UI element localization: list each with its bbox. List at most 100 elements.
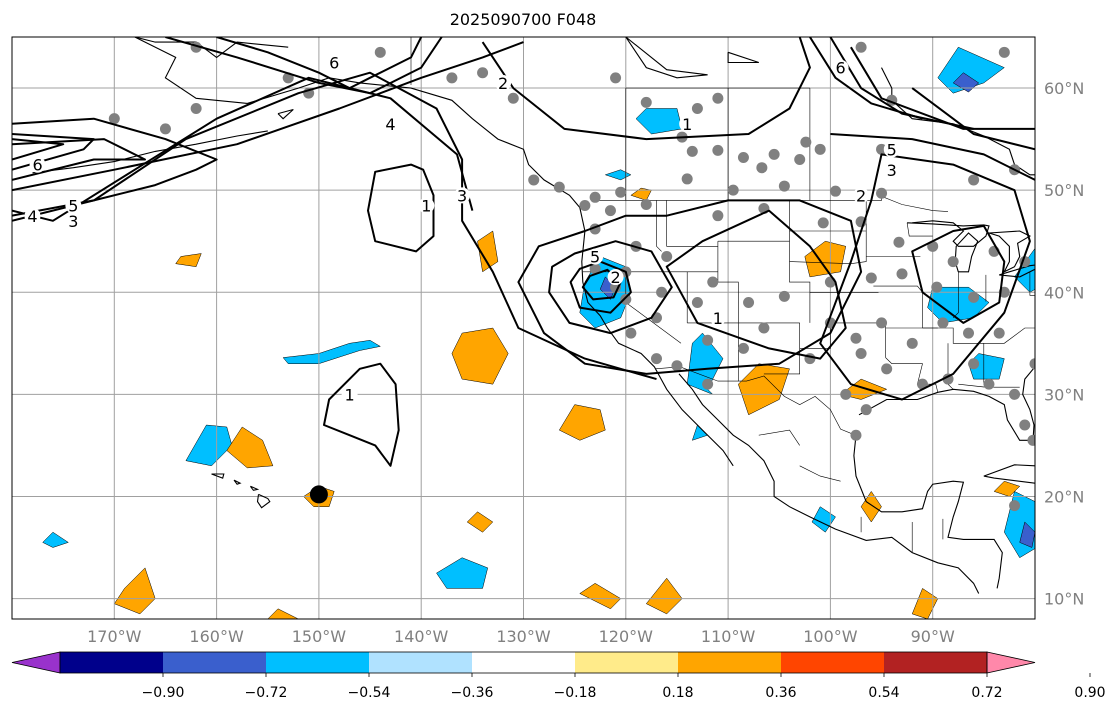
coastline-11 [32,130,268,174]
colorbar-tick-label: 0.72 [971,685,1002,701]
contour-label: 4 [27,207,37,226]
anomaly-region-28 [860,490,882,523]
contour-4-low [569,260,632,314]
station-dot [968,358,980,370]
contour-7-gulf [165,37,443,95]
station-dot [1019,419,1031,431]
contour-4-lakes [911,224,1006,324]
coastline-9 [134,37,289,59]
contour-label-bg [24,207,41,224]
lat-label: 10°N [1044,590,1084,609]
coastline-10 [277,108,294,120]
colorbar-swatch [60,652,164,673]
anomaly-region-30 [42,531,69,548]
station-dot [671,360,683,372]
colorbar-swatch [575,652,679,673]
coastline-15 [907,220,990,247]
contour-label-bg [495,75,512,92]
lat-label: 50°N [1044,181,1084,200]
border-24 [873,285,923,293]
colorbar-swatch [678,652,782,673]
contour-label: 5 [590,248,600,267]
anomaly-region-25 [267,608,299,619]
border-1 [592,195,949,212]
border-27 [885,357,939,393]
contour-label-bg [883,141,900,158]
border-22 [799,328,831,349]
contour-label-bg [29,156,46,173]
contour-label: 1 [344,385,354,404]
contour-1-west-us [665,209,847,360]
contour-label: 5 [68,197,78,216]
station-dot [756,162,768,174]
anomaly-region-20 [645,577,683,615]
coastline-2 [853,435,1003,589]
coastline-14 [881,67,1035,176]
anomaly-region-2 [451,327,509,385]
contour-label: 2 [856,186,866,205]
contour-label-bg [607,269,624,286]
contour-5-pacific [12,117,218,217]
storm-marker-layer [309,485,328,504]
lon-label: 120°W [599,627,654,646]
contour-1-pacific-south [323,362,400,467]
anomaly-region-22 [436,557,488,589]
station-dot [589,191,601,203]
station-dot [937,317,949,329]
contour-2-pacific [12,41,524,192]
station-dot [712,210,724,222]
lon-label: 170°W [87,627,142,646]
contour-label-bg [679,115,696,132]
lon-label: 90°W [911,627,955,646]
contour-label: 5 [887,140,897,159]
station-dot [814,143,826,155]
station-dot [931,281,943,293]
contour-5-east [850,46,1035,130]
station-dot [850,429,862,441]
colorbar-outline [59,651,988,674]
anomaly-region-10 [952,72,980,93]
station-dot [681,173,693,185]
contour-label-bg [587,248,604,265]
station-dot [1034,274,1035,279]
contour-label-bg [382,115,399,132]
coastline-18 [999,264,1035,278]
lat-label: 20°N [1044,487,1084,506]
border-40 [758,429,800,446]
colorbar-tick-label: 0.18 [662,685,693,701]
station-dot [942,373,954,385]
anomaly-region-7 [226,426,274,469]
coastline-19 [1040,251,1071,257]
station-dot [947,256,959,268]
colorbar-tick-label: −0.72 [245,685,288,701]
station-dot [830,185,842,197]
colorbar-tick-label: −0.18 [554,685,597,701]
coastline-12 [625,37,708,79]
border-34 [1029,271,1035,296]
station-dot [528,174,540,186]
station-dot [860,404,872,416]
contour-label: 6 [329,54,339,73]
contour-8-pacific [12,138,65,161]
contour-label-bg [709,309,726,326]
lon-label: 110°W [701,627,756,646]
colorbar-extend-high [986,651,1036,674]
anomaly-region-3 [558,404,606,441]
contour-label-bg [65,212,82,229]
border-2 [655,366,859,437]
contour-label: 1 [682,115,692,134]
border-16 [763,322,800,375]
station-dot [737,151,749,163]
station-dot [604,205,616,217]
station-dot [850,332,862,344]
contour-label: 1 [421,197,431,216]
colorbar-swatch [472,652,576,673]
station-dot [963,327,975,339]
station-dot [702,334,714,346]
lat-label: 40°N [1044,283,1084,302]
station-dot [768,148,780,160]
station-dot [640,96,652,108]
contour-label-bg [883,161,900,178]
station-dot [477,67,489,79]
